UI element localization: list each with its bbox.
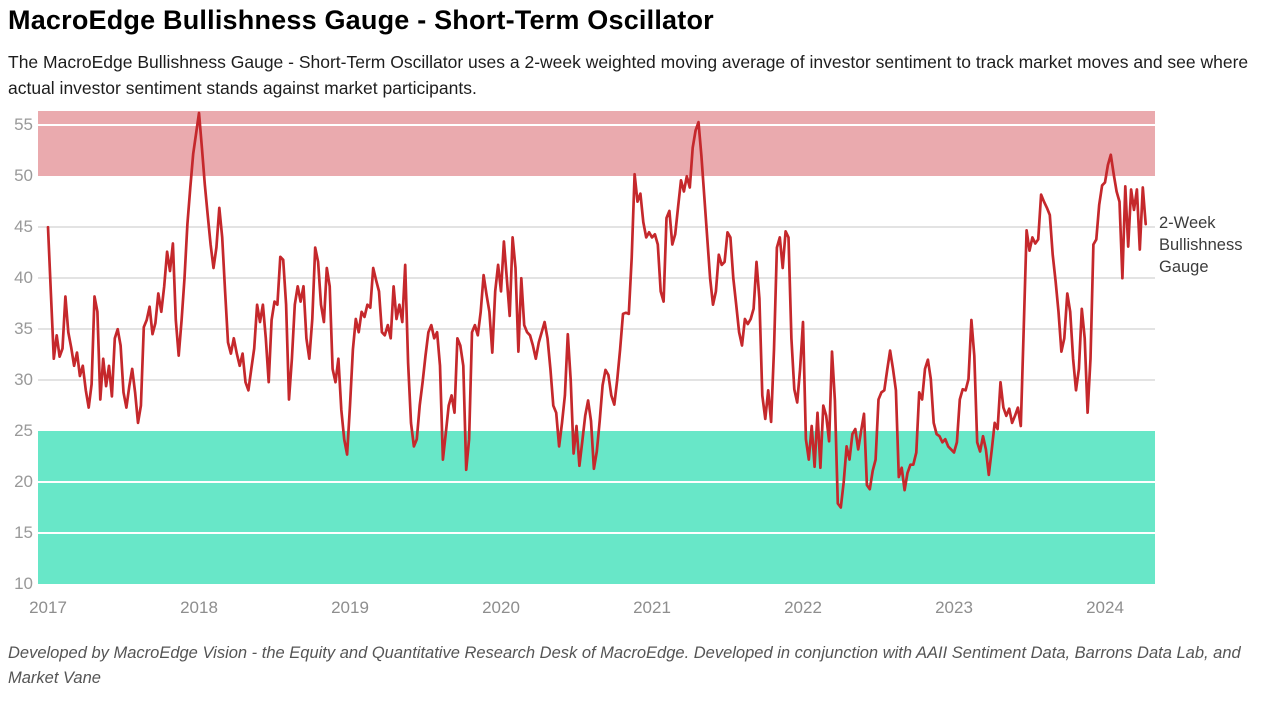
gridline-55 [38,124,1155,127]
y-tick-label: 40 [14,268,33,288]
bullishness-gauge-chart: 2-Week Bullishness Gauge 55 50 45 40 35 30 25 2… [0,103,1281,627]
y-tick-label: 45 [14,217,33,237]
page-title: MacroEdge Bullishness Gauge - Short-Term… [8,5,714,35]
gridline-35 [38,328,1155,331]
gridline-30 [38,379,1155,382]
x-tick-label: 2018 [180,598,218,617]
x-tick-label: 2024 [1086,598,1124,617]
header: MacroEdge Bullishness Gauge - Short-Term… [0,0,1281,101]
bullishness-gauge-line [46,111,1148,509]
series-plot [46,111,1148,509]
x-tick-label: 2019 [331,598,369,617]
y-tick-label: 10 [14,574,33,593]
x-tick-label: 2021 [633,598,671,617]
y-tick-label: 20 [14,472,33,492]
band-overbought [38,111,1155,177]
y-tick-label: 35 [14,319,33,339]
x-tick-label: 2023 [935,598,973,617]
x-tick-label: 2020 [482,598,520,617]
series-annotation-label: 2-Week Bullishness Gauge [1159,214,1243,276]
y-tick-label: 25 [14,421,33,441]
chart-subtitle: The MacroEdge Bullishness Gauge - Short-… [8,52,1249,98]
gridline-15 [38,532,1155,535]
gridline-45 [38,226,1155,229]
y-tick-label: 15 [14,523,33,543]
y-tick-label: 30 [14,370,33,390]
footer-credit: Developed by MacroEdge Vision - the Equi… [8,644,1241,687]
gridline-20 [38,481,1155,484]
x-tick-label: 2017 [29,598,67,617]
y-tick-label: 50 [14,166,33,186]
gridline-40 [38,277,1155,280]
x-tick-label: 2022 [784,598,822,617]
y-tick-label: 55 [14,115,33,135]
